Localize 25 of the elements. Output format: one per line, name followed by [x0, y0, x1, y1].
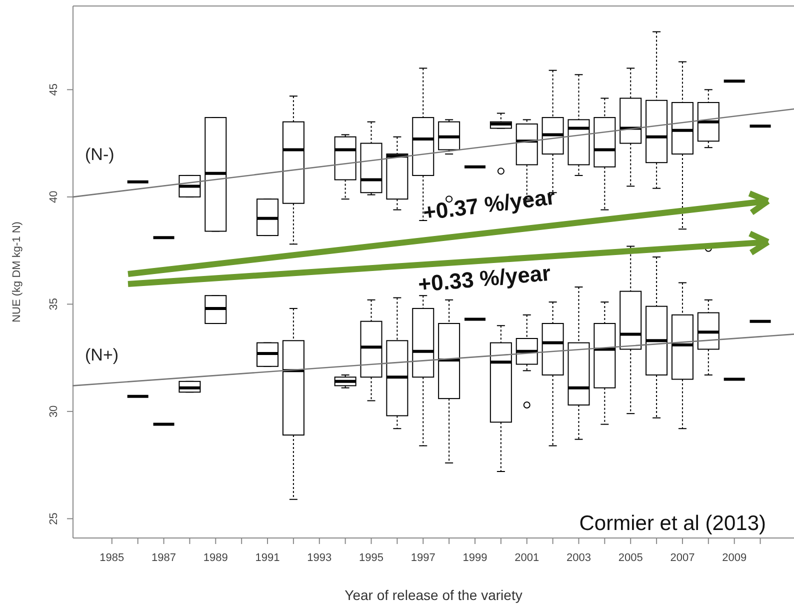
x-axis-title: Year of release of the variety [344, 587, 522, 603]
y-tick-label: 35 [48, 298, 60, 310]
x-tick-label: 1987 [152, 552, 176, 564]
series-label: (N-) [85, 144, 114, 164]
x-tick-label: 1999 [462, 552, 488, 564]
y-tick-label: 25 [48, 512, 60, 525]
series-label: (N+) [85, 345, 119, 364]
x-tick-label: 1995 [359, 552, 384, 564]
x-tick-label: 1991 [255, 552, 280, 564]
y-tick-label: 45 [48, 84, 60, 96]
y-axis-title: NUE (kg DM kg-1 N) [11, 222, 23, 322]
x-tick-label: 1997 [410, 552, 436, 564]
x-tick-label: 1993 [307, 552, 332, 564]
y-tick-label: 30 [48, 405, 60, 418]
x-tick-label: 2005 [618, 552, 643, 564]
x-tick-label: 2009 [722, 552, 747, 564]
x-tick-label: 2003 [566, 552, 591, 564]
x-tick-label: 2001 [514, 552, 540, 564]
y-tick-label: 40 [48, 190, 60, 204]
x-tick-label: 1989 [203, 552, 228, 564]
annotation: +0.33 %/year [417, 260, 552, 297]
x-tick-label: 2007 [670, 552, 695, 564]
x-tick-label: 1985 [100, 552, 124, 564]
annotation: Cormier et al (2013) [579, 512, 766, 535]
annotation: +0.37 %/year [422, 184, 557, 226]
